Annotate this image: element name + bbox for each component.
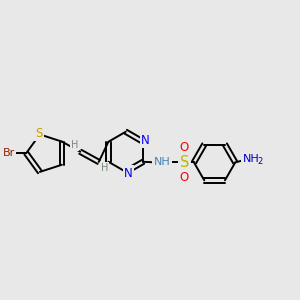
Text: Br: Br bbox=[3, 148, 15, 158]
Text: N: N bbox=[141, 134, 150, 147]
Text: NH: NH bbox=[242, 154, 259, 164]
Text: O: O bbox=[180, 171, 189, 184]
Text: NH: NH bbox=[154, 158, 170, 167]
Text: S: S bbox=[180, 155, 189, 170]
Text: O: O bbox=[180, 141, 189, 154]
Text: 2: 2 bbox=[258, 157, 263, 166]
Text: S: S bbox=[35, 127, 43, 140]
Text: H: H bbox=[71, 140, 78, 150]
Text: H: H bbox=[101, 163, 108, 173]
Text: N: N bbox=[124, 167, 133, 180]
